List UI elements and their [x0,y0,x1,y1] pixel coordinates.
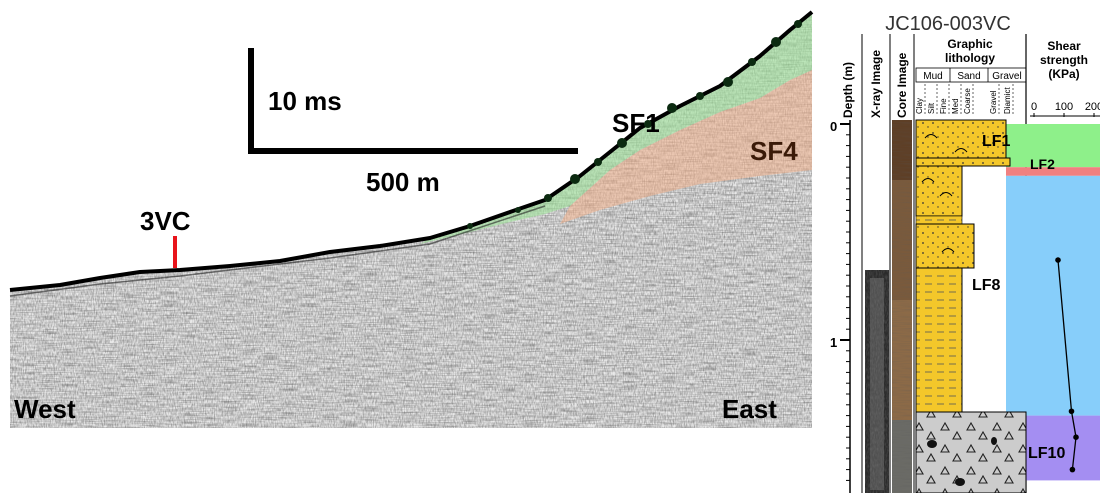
lith-lf8-lamin1 [915,215,963,225]
facies-label-lf2: LF2 [1030,156,1055,172]
core-site-label: 3VC [140,206,191,236]
lith-lf10-diamict [915,411,1027,493]
shear-point-2 [1073,434,1079,441]
header-xray: X-ray Image [869,50,883,118]
seabed-roughness [467,20,802,229]
header-lithology-line1: Graphic [947,37,993,51]
unit-label-sf1: SF1 [612,108,660,138]
seismic-profile: 10 ms 500 m SF1 SF4 3VC West East [9,10,814,428]
header-depth: Depth (m) [841,62,855,118]
grain-size-labels: Clay Silt Fine Med Coarse Gravel Diamict [915,84,1014,116]
core-log: JC106-003VC Depth (m) X-ray Image Core I… [830,13,1100,493]
core-photo [892,120,912,493]
scale-distance-label: 500 m [366,167,440,197]
facies-band-lf1 [1026,124,1100,168]
facies-label-lf8: LF8 [972,277,1001,294]
shear-axis-ticks: 0 100 200 [1031,101,1100,117]
shear-point-0 [1055,257,1061,263]
scale-time-label: 10 ms [268,86,342,116]
shear-point-1 [1068,408,1075,415]
grain-size-label-silt: Silt [927,102,936,114]
grain-size-label-coarse: Coarse [963,88,972,114]
grain-size-label-clay: Clay [915,98,924,114]
grain-size-label-gravel: Gravel [989,90,998,114]
scale-bar: 10 ms 500 m [248,48,578,197]
log-header: Depth (m) X-ray Image Core Image Graphic… [841,34,1100,493]
facies-band-lf2 [1026,167,1100,176]
header-mud: Mud [923,71,942,82]
depth-tick-label-1: 1 [830,335,837,350]
east-label: East [722,394,777,424]
shear-tick-label-0: 0 [1031,101,1037,113]
facies-band-lf10 [1026,415,1100,481]
lith-lf8-upper [915,165,963,217]
xray-image [865,270,889,493]
log-title: JC106-003VC [885,13,1011,35]
facies-band-left-lf8 [1006,175,1026,416]
depth-ruler: 0 1 [830,119,851,493]
header-sand: Sand [957,71,980,82]
lith-lf1-block [915,119,1007,159]
grain-size-label-med: Med [951,98,960,114]
lith-lf2-block [915,157,1011,167]
shear-tick-label-100: 100 [1055,101,1073,113]
facies-label-lf1: LF1 [982,133,1011,150]
facies-band-left-lf2 [1006,167,1026,176]
header-gravel: Gravel [992,71,1021,82]
grain-size-label-diamict: Diamict [1003,87,1012,114]
depth-tick-label-0: 0 [830,119,837,134]
header-shear-line3: (KPa) [1048,67,1079,81]
facies-band-lf8 [1026,175,1100,416]
shear-point-3 [1069,466,1076,473]
header-shear-line1: Shear [1047,39,1081,53]
sf4-unit-fill [560,70,812,224]
unit-label-sf4: SF4 [750,136,798,166]
west-label: West [14,394,76,424]
facies-label-lf10: LF10 [1028,445,1065,462]
grain-size-label-fine: Fine [939,98,948,114]
lith-lf8-coarse [915,223,975,269]
facies-bands [1006,124,1100,481]
core-site-marker [173,236,177,268]
header-core: Core Image [895,52,909,118]
lithology-column [915,119,1027,493]
header-shear-line2: strength [1040,53,1088,67]
header-lithology-line2: lithology [945,51,995,65]
shear-strength-profile [1055,257,1079,473]
lith-lf8-lower [915,267,963,413]
shear-tick-label-200: 200 [1085,101,1100,113]
facies-band-left-lf1 [1006,124,1026,168]
shear-profile-line [1057,260,1077,470]
